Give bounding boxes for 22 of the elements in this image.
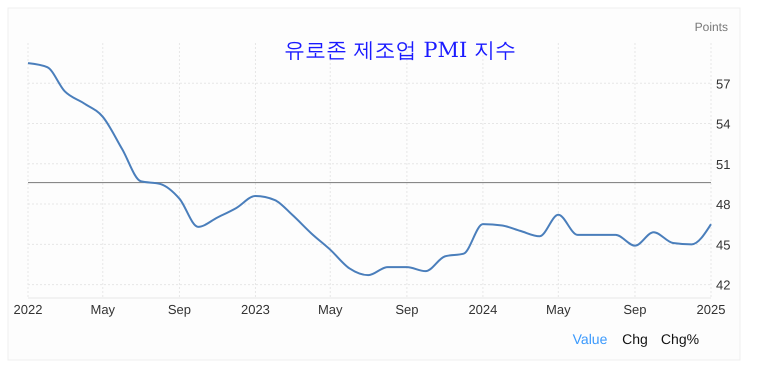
y-tick-label: 54 xyxy=(716,116,730,132)
chart-title: 유로존 제조업 PMI 지수 xyxy=(284,38,516,62)
text: Chg% xyxy=(660,331,700,347)
y-tick-label: 51 xyxy=(716,156,730,172)
x-tick-label: 2024 xyxy=(468,302,498,317)
y-tick-label: 42 xyxy=(716,278,730,293)
line-series xyxy=(27,62,712,276)
x-tick-label: May xyxy=(90,302,116,317)
x-tick-label: 2022 xyxy=(14,302,42,317)
x-tick-label: May xyxy=(318,302,344,317)
x-tick-label: Sep xyxy=(395,302,418,317)
text: Value xyxy=(572,331,608,347)
y-tick-label: 45 xyxy=(716,237,730,252)
y-axis-title: Points xyxy=(694,20,728,34)
x-tick-label: Sep xyxy=(623,302,647,317)
x-tick-label: Sep xyxy=(168,302,191,317)
x-tick-label: 2023 xyxy=(241,302,270,317)
text: Chg xyxy=(622,331,648,347)
y-tick-label: 57 xyxy=(716,76,730,92)
x-tick-label: 2025 xyxy=(696,302,726,317)
y-tick-label: 48 xyxy=(716,197,730,212)
x-tick-label: May xyxy=(546,302,572,317)
